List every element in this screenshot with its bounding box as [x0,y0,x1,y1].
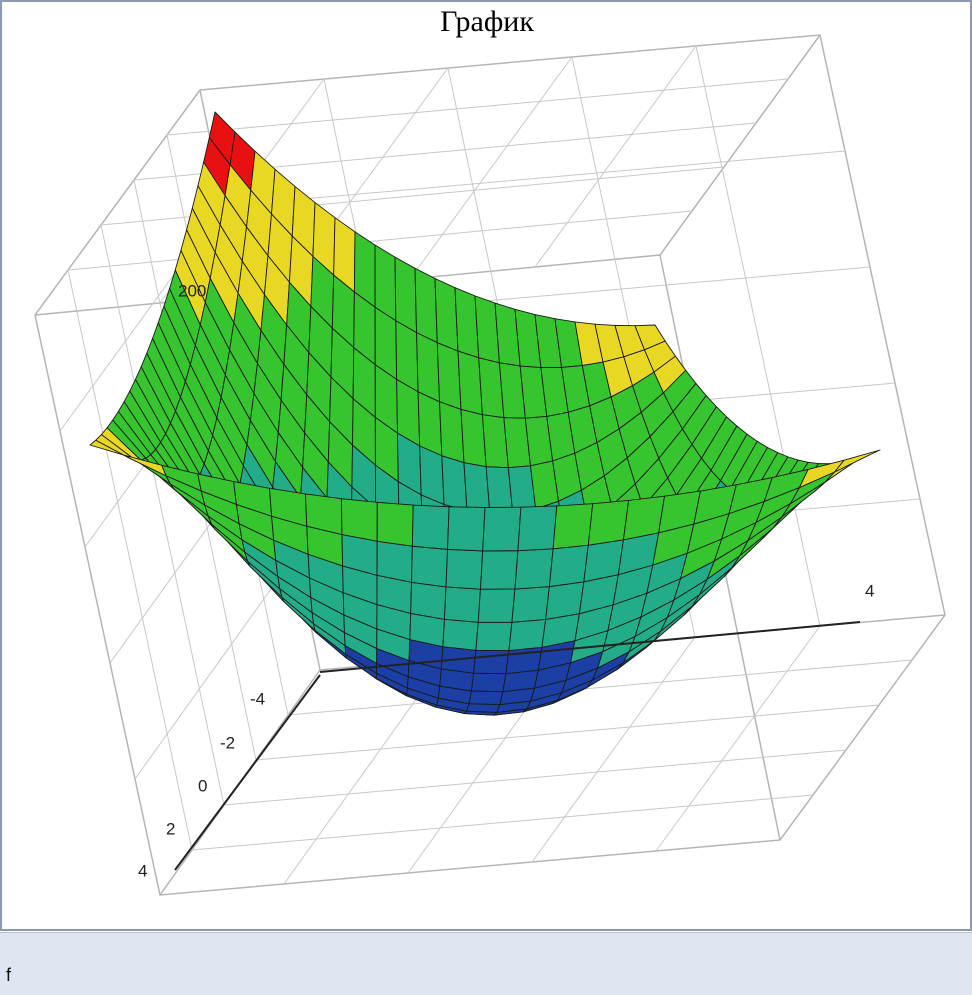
box-grid-line [223,150,846,207]
box-grid-line [134,553,297,780]
box-grid-line [223,749,847,806]
surface-patch [468,690,504,706]
box-grid-line [100,224,225,806]
surface-patch [439,401,465,464]
surface [89,111,881,716]
chart-title: График [440,5,534,38]
axis-line [319,621,861,673]
surface-patch [411,545,448,588]
surface-patch [416,332,440,403]
surface-patch [477,588,516,623]
box-grid-line [695,45,821,627]
surface-patch [473,649,510,675]
box-grid-line [409,56,573,280]
surface-patch [834,449,881,473]
box-grid-line [531,636,696,863]
footer-label: f [6,965,12,985]
box-grid-line [255,704,880,761]
surface-patch [340,498,378,542]
axis-line [174,674,321,871]
surface-patch [552,503,594,550]
box-grid-line [287,659,913,716]
y-tick-label: 2 [166,819,175,838]
surface-patch [414,267,438,344]
surface-patch [445,548,484,590]
z-tick-label: 200 [178,281,206,300]
surface-patch [436,342,462,410]
surface-patch [482,506,522,552]
surface-patch [443,586,481,623]
surface-patch [441,455,468,512]
surface-patch [548,544,589,588]
surface-patch [517,505,558,552]
y-tick-label: -4 [250,689,265,708]
surface-patch [470,672,507,693]
plot-area: График 200 4 -4 -2 0 2 4 [0,0,972,931]
footer-bar: f [0,932,972,995]
surface-patch [545,581,585,620]
box-grid-line [67,269,193,851]
box-grid-line [67,210,693,271]
surface-patch [410,581,447,620]
surface-patch [511,586,550,623]
box-grid-line [191,794,814,851]
surface-patch [411,504,450,550]
y-tick-label: -2 [220,733,235,752]
surface-patch [376,501,414,547]
surface-patch [417,391,443,457]
box-grid-line [534,45,697,268]
surface-patch [376,540,413,583]
surface-patch [623,495,665,541]
surface-patch [514,548,554,590]
surface-patch [475,621,513,651]
x-tick-label: 4 [865,581,874,600]
box-grid-line [166,78,789,136]
surface-patch [587,500,630,546]
surface-patch [442,618,479,651]
surface-patch [447,506,486,552]
surface-patch [463,462,491,515]
surface-patch [508,619,547,651]
surface-patch [394,256,417,334]
surface-patch [480,550,519,590]
surface-patch [434,278,459,352]
y-tick-label: 0 [198,776,207,795]
surface-patch [466,703,501,713]
axis-lines [174,621,861,871]
box-grid-line [655,625,821,852]
y-tick-label: 4 [138,861,147,880]
